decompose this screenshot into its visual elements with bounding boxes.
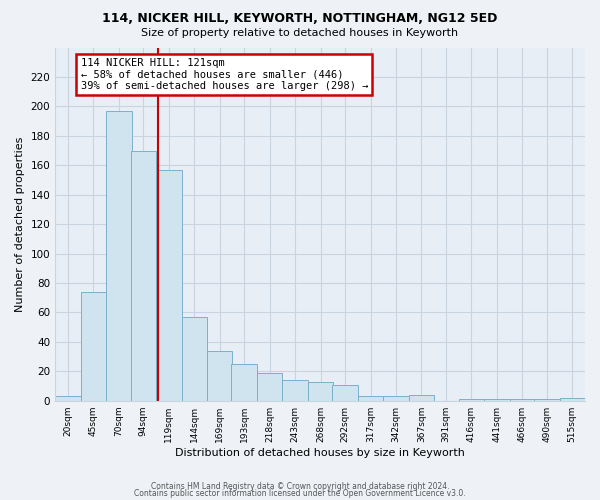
Bar	[182, 317, 207, 400]
Text: Contains public sector information licensed under the Open Government Licence v3: Contains public sector information licen…	[134, 490, 466, 498]
X-axis label: Distribution of detached houses by size in Keyworth: Distribution of detached houses by size …	[175, 448, 465, 458]
Text: Contains HM Land Registry data © Crown copyright and database right 2024.: Contains HM Land Registry data © Crown c…	[151, 482, 449, 491]
Bar	[106, 111, 131, 401]
Text: 114, NICKER HILL, KEYWORTH, NOTTINGHAM, NG12 5ED: 114, NICKER HILL, KEYWORTH, NOTTINGHAM, …	[103, 12, 497, 26]
Bar	[283, 380, 308, 400]
Bar	[308, 382, 334, 400]
Bar	[156, 170, 182, 400]
Bar	[257, 372, 283, 400]
Text: 114 NICKER HILL: 121sqm
← 58% of detached houses are smaller (446)
39% of semi-d: 114 NICKER HILL: 121sqm ← 58% of detache…	[80, 58, 368, 91]
Bar	[358, 396, 383, 400]
Bar	[409, 395, 434, 400]
Bar	[131, 150, 156, 400]
Bar	[80, 292, 106, 401]
Text: Size of property relative to detached houses in Keyworth: Size of property relative to detached ho…	[142, 28, 458, 38]
Bar	[232, 364, 257, 401]
Bar	[383, 396, 409, 400]
Bar	[332, 384, 358, 400]
Bar	[560, 398, 585, 400]
Bar	[458, 399, 484, 400]
Bar	[207, 350, 232, 401]
Y-axis label: Number of detached properties: Number of detached properties	[15, 136, 25, 312]
Bar	[484, 399, 509, 400]
Bar	[534, 399, 560, 400]
Bar	[509, 399, 535, 400]
Bar	[55, 396, 80, 400]
